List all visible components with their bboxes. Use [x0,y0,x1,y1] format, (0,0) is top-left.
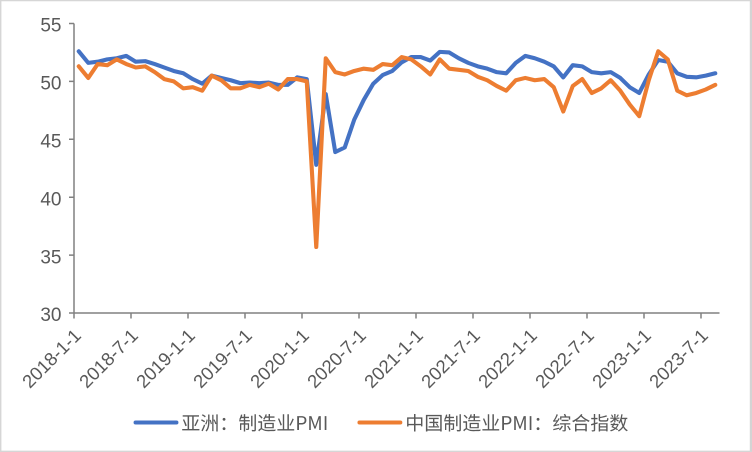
svg-text:40: 40 [40,189,61,210]
svg-text:30: 30 [40,305,61,326]
svg-text:50: 50 [40,74,61,95]
svg-text:55: 55 [40,16,61,37]
svg-text:35: 35 [40,247,61,268]
svg-text:45: 45 [40,132,61,153]
